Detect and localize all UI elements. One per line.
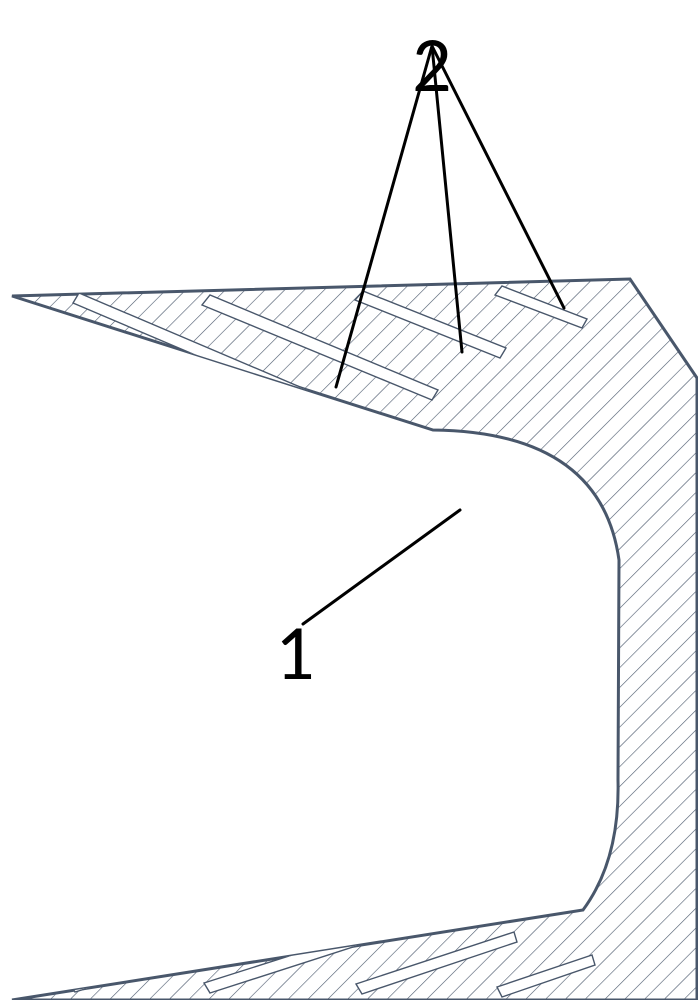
diagram-canvas: 1 2 <box>0 0 698 1000</box>
leader-line <box>303 510 460 624</box>
callout-label-1: 1 <box>275 614 315 692</box>
c-shape-body <box>12 279 697 1000</box>
callout-label-2: 2 <box>412 26 452 104</box>
leader-line <box>432 46 564 308</box>
diagram-svg <box>0 0 698 1000</box>
